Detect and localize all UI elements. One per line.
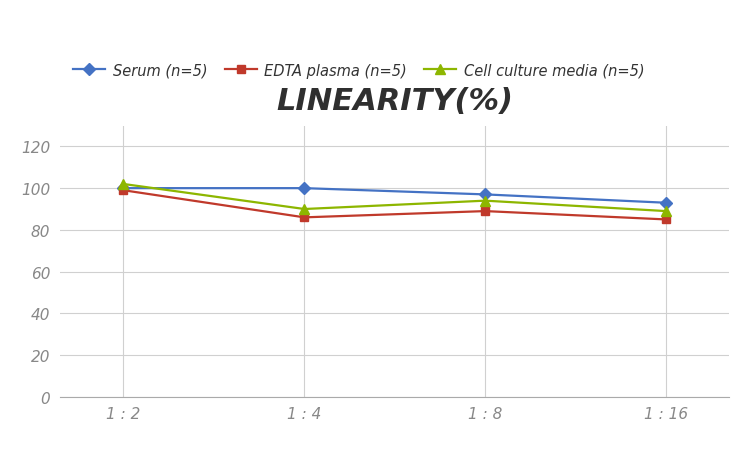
Cell culture media (n=5) — [481, 198, 490, 204]
Cell culture media (n=5) — [662, 209, 671, 214]
Serum (n=5) — [662, 201, 671, 206]
EDTA plasma (n=5) — [662, 217, 671, 223]
EDTA plasma (n=5) — [481, 209, 490, 214]
Serum (n=5) — [300, 186, 309, 191]
Cell culture media (n=5) — [300, 207, 309, 212]
EDTA plasma (n=5) — [119, 188, 128, 193]
Title: LINEARITY(%): LINEARITY(%) — [276, 87, 514, 115]
Legend: Serum (n=5), EDTA plasma (n=5), Cell culture media (n=5): Serum (n=5), EDTA plasma (n=5), Cell cul… — [68, 58, 650, 84]
Line: Serum (n=5): Serum (n=5) — [120, 184, 670, 207]
Line: EDTA plasma (n=5): EDTA plasma (n=5) — [120, 187, 670, 224]
Cell culture media (n=5) — [119, 182, 128, 187]
Serum (n=5) — [119, 186, 128, 191]
EDTA plasma (n=5) — [300, 215, 309, 221]
Serum (n=5) — [481, 192, 490, 198]
Line: Cell culture media (n=5): Cell culture media (n=5) — [119, 179, 671, 216]
